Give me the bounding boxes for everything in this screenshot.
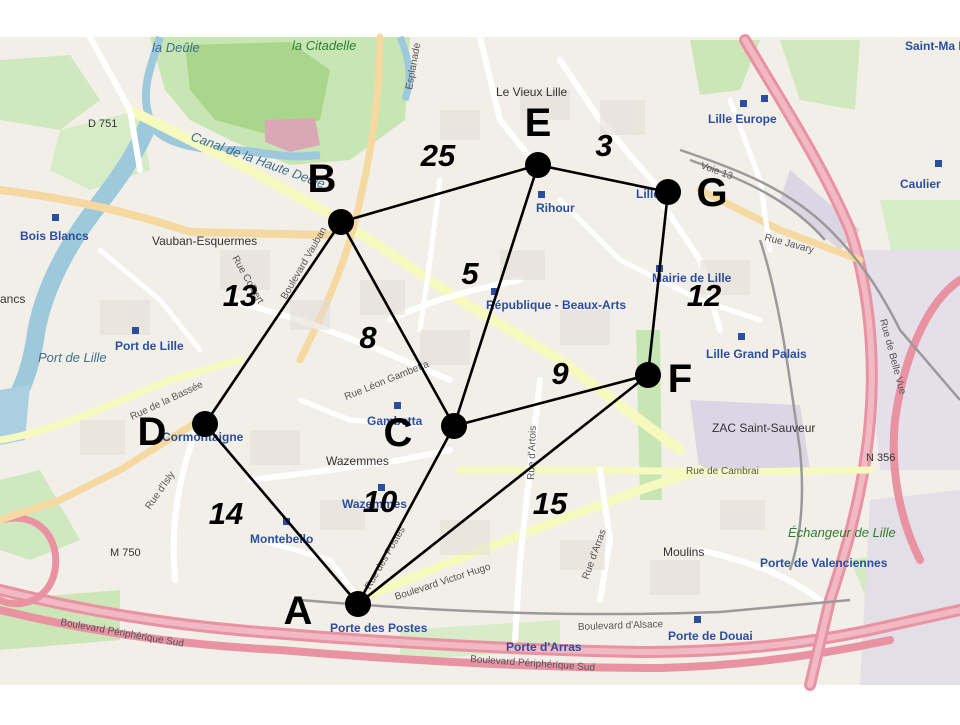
map-label-mairie: Mairie de Lille xyxy=(652,271,732,285)
node-label-G: G xyxy=(696,171,727,215)
edge-B-E xyxy=(340,163,539,224)
map-label-lancs: ancs xyxy=(0,292,25,306)
map-label-d751: D 751 xyxy=(88,118,117,130)
map-label-gambetta: Gambetta xyxy=(367,414,423,428)
edge-E-C xyxy=(452,164,540,427)
weight-B-D: 13 xyxy=(223,278,257,313)
node-label-C: C xyxy=(384,411,413,455)
map-label-lille-europe: Lille Europe xyxy=(708,112,777,126)
graph-edge-weights: 25 3 13 8 5 12 9 14 10 15 xyxy=(209,128,721,531)
weight-E-C: 5 xyxy=(461,256,479,291)
map-label-cormontaigne: Cormontaigne xyxy=(162,430,244,444)
map-label-caulier: Caulier xyxy=(900,177,941,191)
map-label-vauban: Vauban-Esquermes xyxy=(152,234,257,248)
waterways xyxy=(0,35,413,445)
map-label-n356: N 356 xyxy=(866,452,895,464)
edge-E-G xyxy=(537,163,669,194)
map-label-porte-de-valenciennes: Porte de Valenciennes xyxy=(760,556,888,570)
map-label-moulins: Moulins xyxy=(663,545,704,559)
map-label-le-vieux-lille: Le Vieux Lille xyxy=(496,85,567,99)
node-label-B: B xyxy=(308,157,337,201)
map-label-wazemmes: Wazemmes xyxy=(326,454,389,468)
node-C xyxy=(441,413,467,439)
weight-B-C: 8 xyxy=(359,320,377,355)
map-label-boulevard-d-alsace: Boulevard d'Alsace xyxy=(578,619,664,633)
node-D xyxy=(192,411,218,437)
weight-C-A: 10 xyxy=(363,484,397,519)
map-label-m750: M 750 xyxy=(110,547,141,559)
node-E xyxy=(525,152,551,178)
map-label-echangeur: Échangeur de Lille xyxy=(788,525,896,540)
node-label-F: F xyxy=(668,357,692,401)
node-B xyxy=(328,209,354,235)
weight-C-F: 9 xyxy=(551,356,569,391)
map-label-porte-des-postes: Porte des Postes xyxy=(330,621,428,635)
edge-D-A xyxy=(204,423,359,605)
weight-G-F: 12 xyxy=(687,278,721,313)
map-label-la-deule: la Deûle xyxy=(152,40,200,55)
edge-B-C xyxy=(339,221,456,427)
map-background xyxy=(0,37,960,685)
graph-nodes xyxy=(192,152,681,617)
map-label-lille-grand-palais: Lille Grand Palais xyxy=(706,347,807,361)
weight-A-F: 15 xyxy=(533,486,568,521)
edge-C-F xyxy=(453,373,649,428)
edge-C-A xyxy=(356,425,456,605)
roads xyxy=(0,33,960,691)
edge-B-D xyxy=(203,221,343,425)
map-label-la-citadelle: la Citadelle xyxy=(292,38,356,53)
map-label-zac: ZAC Saint-Sauveur xyxy=(712,421,815,435)
graph-node-labels: A B C D E F G xyxy=(138,101,728,633)
node-G xyxy=(655,179,681,205)
edge-G-F xyxy=(646,191,670,376)
map-label-port-de-lille: Port de Lille xyxy=(38,350,107,365)
node-label-D: D xyxy=(138,410,167,454)
graph-edges xyxy=(203,163,670,606)
node-label-E: E xyxy=(525,101,552,145)
map-label-rue-d-artois: Rue d'Artois xyxy=(526,426,539,481)
node-F xyxy=(635,362,661,388)
map-label-saint-maurice: Saint-Ma Pellevo xyxy=(905,39,960,53)
map-label-republique: République - Beaux-Arts xyxy=(486,298,626,312)
building-blocks xyxy=(80,90,765,595)
weight-E-G: 3 xyxy=(595,128,612,163)
map-label-porte-d-arras: Porte d'Arras xyxy=(506,640,582,654)
map-label-wazemmes-station: Wazemmes xyxy=(342,497,407,511)
map-label-bois-blancs: Bois Blancs xyxy=(20,229,89,243)
node-label-A: A xyxy=(284,589,313,633)
map-label-port-de-lille-station: Port de Lille xyxy=(115,339,184,353)
weight-B-E: 25 xyxy=(420,138,456,173)
node-A xyxy=(345,591,371,617)
map-label-rue-de-cambrai: Rue de Cambrai xyxy=(686,466,759,477)
map-label-porte-de-douai: Porte de Douai xyxy=(668,629,753,643)
edge-A-F xyxy=(357,373,649,606)
map-label-rihour: Rihour xyxy=(536,201,575,215)
weight-D-A: 14 xyxy=(209,496,243,531)
map-label-montebello: Montebello xyxy=(250,532,313,546)
